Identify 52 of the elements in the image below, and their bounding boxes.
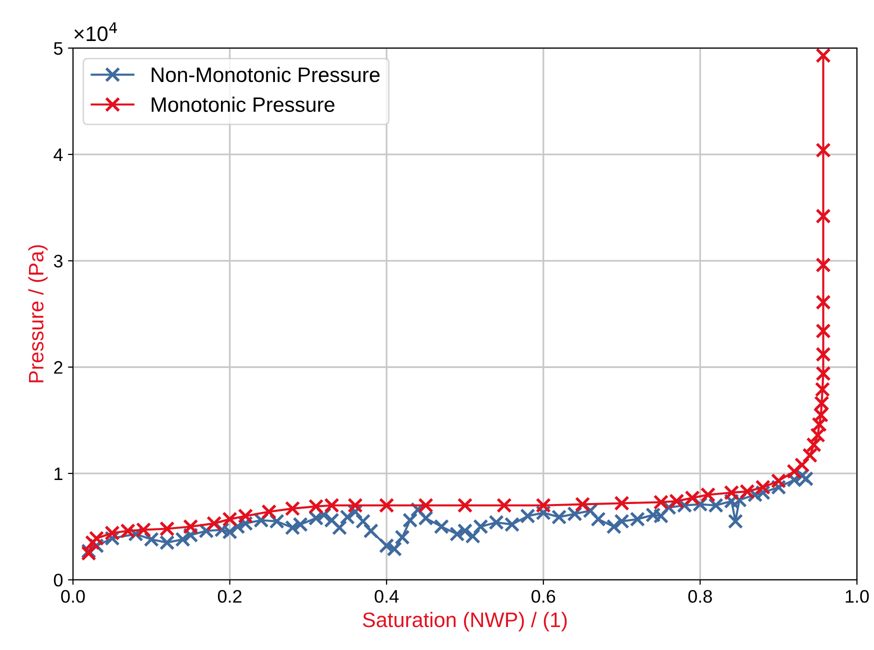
point bbox=[536, 498, 552, 513]
x-tick-label: 0.6 bbox=[532, 590, 556, 603]
point bbox=[770, 473, 786, 489]
x-axis-title: Saturation (NWP) / (1) bbox=[362, 612, 567, 632]
x-tick-label: 0.4 bbox=[374, 590, 399, 603]
point bbox=[378, 498, 394, 513]
point bbox=[457, 498, 473, 513]
point bbox=[159, 521, 175, 536]
text: ×10$^{4}$ bbox=[74, 22, 117, 42]
point bbox=[81, 546, 96, 561]
y-tick-label: 1 bbox=[54, 468, 62, 480]
point bbox=[816, 346, 831, 362]
y-tick-label: 3 bbox=[54, 254, 62, 268]
point bbox=[813, 407, 829, 423]
x-tick-label: 0.2 bbox=[218, 590, 242, 603]
point bbox=[816, 257, 831, 273]
point bbox=[816, 48, 831, 64]
point bbox=[816, 142, 831, 158]
point bbox=[418, 498, 434, 513]
point bbox=[348, 498, 363, 513]
point bbox=[816, 366, 831, 382]
point bbox=[794, 457, 810, 473]
x-tick-label: 0.8 bbox=[688, 590, 712, 603]
point bbox=[496, 498, 512, 513]
y-tick-label: 5 bbox=[54, 42, 62, 55]
legend-label: Non-Monotonic Pressure bbox=[152, 66, 380, 82]
point bbox=[806, 437, 822, 452]
point bbox=[261, 504, 277, 520]
y-tick-label: 4 bbox=[54, 148, 63, 161]
point bbox=[574, 496, 590, 512]
point bbox=[810, 428, 826, 443]
point bbox=[816, 208, 831, 224]
x-tick-label: 1.0 bbox=[846, 590, 869, 603]
y-axis-title: Pressure / (Pa) bbox=[28, 245, 48, 382]
point bbox=[812, 416, 827, 432]
point bbox=[816, 294, 831, 310]
point bbox=[802, 448, 818, 464]
point bbox=[814, 382, 830, 398]
y-tick-label: 2 bbox=[54, 361, 62, 374]
point bbox=[284, 500, 300, 516]
point bbox=[206, 516, 222, 532]
point bbox=[614, 496, 630, 511]
y-tick-label: 0 bbox=[54, 574, 63, 587]
point bbox=[814, 396, 830, 411]
point bbox=[786, 464, 802, 479]
point bbox=[182, 518, 198, 534]
point bbox=[816, 323, 831, 339]
point bbox=[88, 530, 104, 546]
legend-label: Monotonic Pressure bbox=[152, 96, 334, 112]
x-tick-label: 0.0 bbox=[61, 590, 85, 603]
point bbox=[84, 534, 100, 550]
point bbox=[755, 480, 771, 495]
